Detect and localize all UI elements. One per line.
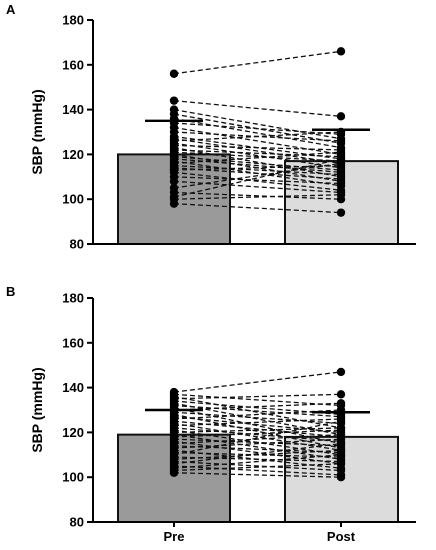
paired-line: [173, 122, 342, 135]
paired-line: [173, 144, 342, 151]
paired-line: [173, 427, 342, 443]
paired-line: [173, 142, 342, 169]
paired-line: [173, 404, 342, 418]
data-point-pre: [169, 199, 179, 208]
data-point-pre: [169, 96, 179, 105]
paired-line: [173, 418, 342, 427]
paired-line: [173, 151, 342, 165]
y-tick-label: 180: [62, 291, 84, 306]
paired-line: [173, 99, 342, 117]
y-tick-label: 180: [62, 13, 84, 28]
panel-label: B: [6, 284, 15, 299]
paired-line: [173, 151, 342, 162]
paired-line: [173, 171, 342, 191]
y-tick-label: 100: [62, 192, 84, 207]
paired-line: [173, 131, 342, 142]
paired-line: [173, 108, 342, 140]
data-point-post: [336, 473, 346, 482]
y-tick-label: 120: [62, 425, 84, 440]
data-point-post: [336, 47, 346, 56]
paired-line: [173, 395, 342, 429]
paired-line: [173, 433, 342, 445]
paired-line: [173, 442, 342, 465]
paired-line: [173, 371, 342, 393]
y-tick-label: 120: [62, 147, 84, 162]
paired-line: [173, 449, 342, 460]
data-point-pre: [169, 69, 179, 78]
paired-line: [173, 440, 342, 465]
paired-line: [173, 194, 342, 200]
data-point-post: [336, 208, 346, 217]
paired-line: [173, 393, 342, 407]
data-point-post: [336, 179, 346, 188]
paired-line: [173, 117, 342, 149]
data-point-post: [336, 367, 346, 377]
paired-line: [173, 149, 342, 158]
panel-label: A: [6, 2, 16, 17]
data-point-pre: [169, 468, 179, 477]
data-point-post: [336, 450, 346, 459]
x-tick-label-pre: Pre: [164, 529, 185, 544]
paired-line: [173, 180, 342, 194]
paired-line: [173, 463, 342, 472]
paired-line: [173, 416, 342, 434]
paired-line: [173, 393, 342, 400]
paired-line: [173, 427, 342, 434]
data-point-post: [336, 439, 346, 448]
chart-panel-b: B 80 100 120 140 160 180 SBP (mmHg) Pre Post: [6, 284, 416, 544]
chart-panel-a: A 80 100 120 140 160 180 SBP (mmHg): [6, 2, 416, 252]
paired-line: [173, 164, 342, 176]
paired-line: [173, 147, 342, 178]
paired-line: [173, 413, 342, 449]
paired-line: [173, 411, 342, 425]
data-point-post: [336, 390, 346, 399]
paired-line: [173, 191, 342, 200]
paired-line: [173, 126, 342, 156]
paired-line: [173, 465, 342, 476]
data-point-post: [336, 459, 346, 468]
paired-line: [173, 50, 342, 75]
y-tick-label: 100: [62, 470, 84, 485]
paired-line: [173, 433, 342, 460]
paired-line: [173, 176, 342, 185]
y-tick-label: 160: [62, 335, 84, 350]
y-tick-label: 80: [70, 237, 84, 252]
y-tick-label: 140: [62, 380, 84, 395]
paired-line: [173, 472, 342, 478]
paired-line: [173, 164, 342, 171]
data-point-post: [336, 190, 346, 199]
paired-line: [173, 420, 342, 438]
data-point-post: [336, 399, 346, 408]
paired-line: [173, 454, 342, 469]
paired-line: [173, 162, 342, 189]
y-axis-label: SBP (mmHg): [29, 89, 45, 174]
y-axis-label: SBP (mmHg): [29, 367, 45, 452]
data-point-pre: [169, 177, 179, 186]
paired-line: [173, 158, 342, 198]
paired-line: [173, 438, 342, 449]
paired-line: [173, 429, 342, 438]
x-tick-label-post: Post: [327, 529, 356, 544]
y-tick-label: 160: [62, 57, 84, 72]
paired-line: [173, 420, 342, 456]
y-tick-label: 80: [70, 515, 84, 530]
y-tick-label: 140: [62, 102, 84, 117]
paired-line: [173, 203, 342, 214]
paired-line: [173, 438, 342, 447]
paired-line: [173, 422, 342, 451]
paired-line: [173, 460, 342, 472]
data-point-post: [336, 112, 346, 121]
